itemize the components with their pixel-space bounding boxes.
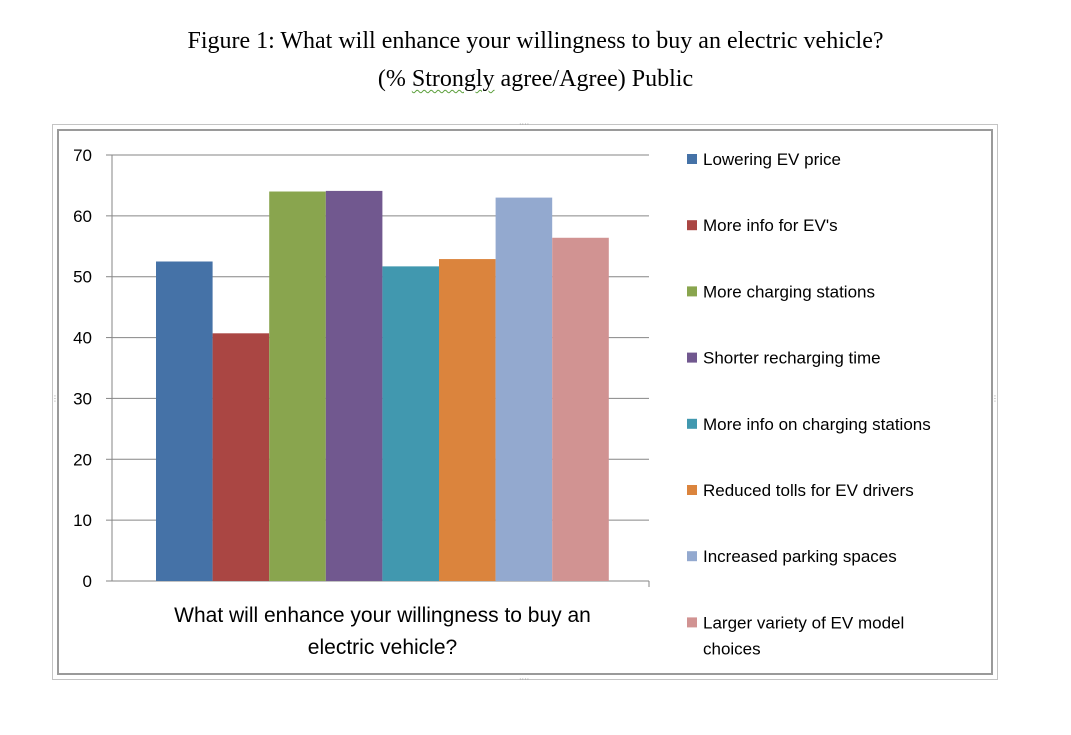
chart-area-border (57, 129, 993, 675)
legend-swatch-7 (687, 551, 697, 562)
bar-1 (156, 261, 213, 581)
bar-8 (552, 237, 609, 581)
legend-swatch-4 (687, 352, 697, 363)
right-resize-handle[interactable]: ⋮ (991, 394, 999, 403)
y-tick-label: 50 (73, 268, 92, 287)
legend-swatch-1 (687, 154, 697, 164)
legend-label-4: Shorter recharging time (703, 349, 881, 368)
y-tick-label: 60 (73, 207, 92, 226)
legend-swatch-6 (687, 485, 697, 495)
legend-swatch-3 (687, 286, 697, 297)
figure-title-line-2: (% Strongly agree/Agree) Public (0, 66, 1071, 93)
bottom-resize-handle[interactable]: ···· (519, 675, 530, 684)
legend-label-1: Lowering EV price (703, 150, 841, 169)
legend-label-5: More info on charging stations (703, 415, 931, 434)
legend-label-2: More info for EV's (703, 216, 838, 235)
legend-label-3: More charging stations (703, 282, 875, 301)
bar-7 (495, 197, 553, 581)
legend-swatch-8 (687, 617, 697, 628)
legend-swatch-5 (687, 418, 697, 429)
title-suffix: agree/Agree) Public (494, 66, 694, 92)
top-resize-handle[interactable]: ···· (519, 120, 530, 129)
figure-title-line-1: Figure 1: What will enhance your willing… (187, 28, 884, 54)
x-axis-category-label: What will enhance your willingness to bu… (174, 604, 591, 659)
y-tick-label: 70 (73, 146, 92, 165)
y-tick-label: 30 (73, 389, 92, 408)
legend-swatch-2 (687, 220, 697, 231)
y-tick-label: 0 (83, 572, 92, 591)
bar-6 (439, 259, 496, 581)
left-resize-handle[interactable]: ⋮ (51, 394, 59, 403)
y-tick-label: 10 (73, 511, 92, 530)
bar-2 (212, 333, 270, 581)
bar-5 (382, 266, 439, 581)
legend-label-6: Reduced tolls for EV drivers (703, 481, 914, 500)
y-tick-label: 40 (73, 329, 92, 348)
legend-label-7: Increased parking spaces (703, 547, 897, 566)
legend-label-8: Larger variety of EV model choices (703, 613, 904, 658)
y-tick-label: 20 (73, 450, 92, 469)
bar-4 (325, 190, 383, 582)
bar-3 (269, 191, 326, 581)
title-prefix: (% (377, 66, 412, 92)
spellcheck-word: Strongly (411, 66, 495, 92)
